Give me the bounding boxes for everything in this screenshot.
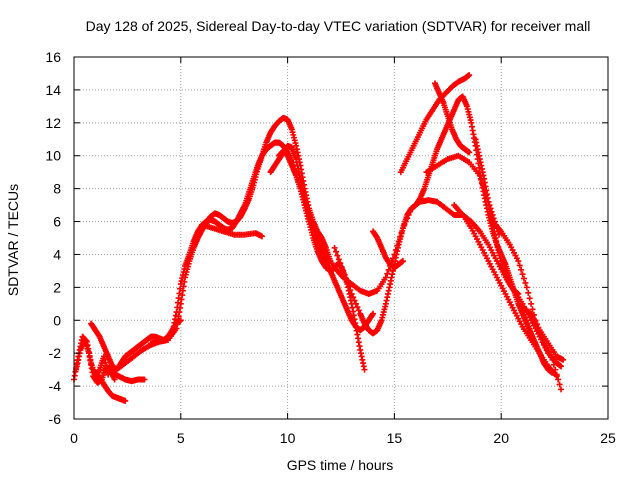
data-point (122, 397, 129, 404)
data-point (331, 244, 338, 251)
y-tick-label: 12 (45, 115, 61, 131)
data-point (334, 252, 341, 259)
x-tick-label: 10 (280, 430, 296, 446)
data-point (258, 233, 265, 240)
data-point (515, 290, 522, 297)
data-point (523, 284, 530, 291)
data-point (528, 300, 535, 307)
data-point (549, 356, 556, 363)
data-point (310, 225, 317, 232)
series-arc-14 (397, 72, 473, 176)
series-arc-12 (331, 93, 556, 376)
data-point (313, 231, 320, 238)
data-point (340, 267, 347, 274)
data-point (361, 366, 368, 373)
data-point (516, 262, 523, 269)
data-point (342, 275, 349, 282)
data-point (552, 366, 559, 373)
series-arc-17 (451, 202, 560, 380)
x-tick-label: 15 (387, 430, 403, 446)
data-point (522, 279, 529, 286)
data-point (556, 381, 563, 388)
data-point (345, 283, 352, 290)
x-axis-label: GPS time / hours (287, 457, 394, 473)
y-tick-label: 16 (45, 49, 61, 65)
y-axis-label: SDTVAR / TECUs (5, 184, 21, 296)
data-point (352, 300, 359, 307)
data-series (71, 72, 567, 404)
data-point (348, 290, 355, 297)
data-point (355, 307, 362, 314)
y-tick-label: 6 (53, 214, 61, 230)
series-arc-8 (199, 221, 265, 240)
data-point (385, 266, 392, 273)
plot-frame (73, 56, 609, 420)
series-arc-20 (519, 304, 567, 363)
data-point (399, 258, 406, 265)
data-point (344, 279, 351, 286)
y-tick-label: 0 (53, 312, 61, 328)
data-point (341, 271, 348, 278)
data-point (520, 275, 527, 282)
data-point (350, 294, 357, 301)
data-point (466, 72, 473, 79)
series-arc-5 (103, 366, 148, 385)
data-point (337, 260, 344, 267)
y-tick-label: -4 (49, 378, 62, 394)
data-point (308, 221, 315, 228)
data-point (553, 371, 560, 378)
chart-title: Day 128 of 2025, Sidereal Day-to-day VTE… (86, 18, 591, 34)
series-arc-13 (370, 228, 406, 271)
axes: 0 5 10 15 20 25 -6 -4 -2 0 2 4 6 8 10 12 14 16 (45, 49, 616, 446)
data-point (560, 356, 567, 363)
data-point (466, 149, 473, 156)
data-point (354, 304, 361, 311)
data-point (525, 289, 532, 296)
data-point (555, 376, 562, 383)
data-point (141, 376, 148, 383)
data-point (519, 271, 526, 278)
series-arc-18 (472, 136, 522, 297)
data-point (347, 287, 354, 294)
y-tick-label: 4 (53, 246, 61, 262)
x-tick-label: 25 (600, 430, 616, 446)
x-tick-label: 5 (177, 430, 185, 446)
data-point (333, 248, 340, 255)
y-tick-label: -6 (49, 411, 62, 427)
x-tick-label: 0 (70, 430, 78, 446)
data-point (370, 310, 377, 317)
y-tick-label: 10 (45, 148, 61, 164)
data-point (515, 258, 522, 265)
data-point (307, 218, 314, 225)
data-point (311, 228, 318, 235)
data-point (335, 256, 342, 263)
data-point (338, 264, 345, 271)
grid-lines (74, 57, 608, 419)
data-point (382, 274, 389, 281)
series-arc-15 (431, 80, 473, 156)
data-point (550, 361, 557, 368)
x-tick-label: 20 (493, 430, 509, 446)
y-tick-label: 14 (45, 82, 61, 98)
data-point (526, 295, 533, 302)
data-point (305, 215, 312, 222)
y-tick-label: 8 (53, 181, 61, 197)
data-point (529, 306, 536, 313)
data-point (558, 386, 565, 393)
y-tick-label: 2 (53, 279, 61, 295)
series-arc-4 (92, 369, 129, 404)
data-point (111, 376, 118, 383)
y-tick-label: -2 (49, 345, 62, 361)
data-point (558, 363, 565, 370)
data-point (518, 266, 525, 273)
data-point (351, 297, 358, 304)
